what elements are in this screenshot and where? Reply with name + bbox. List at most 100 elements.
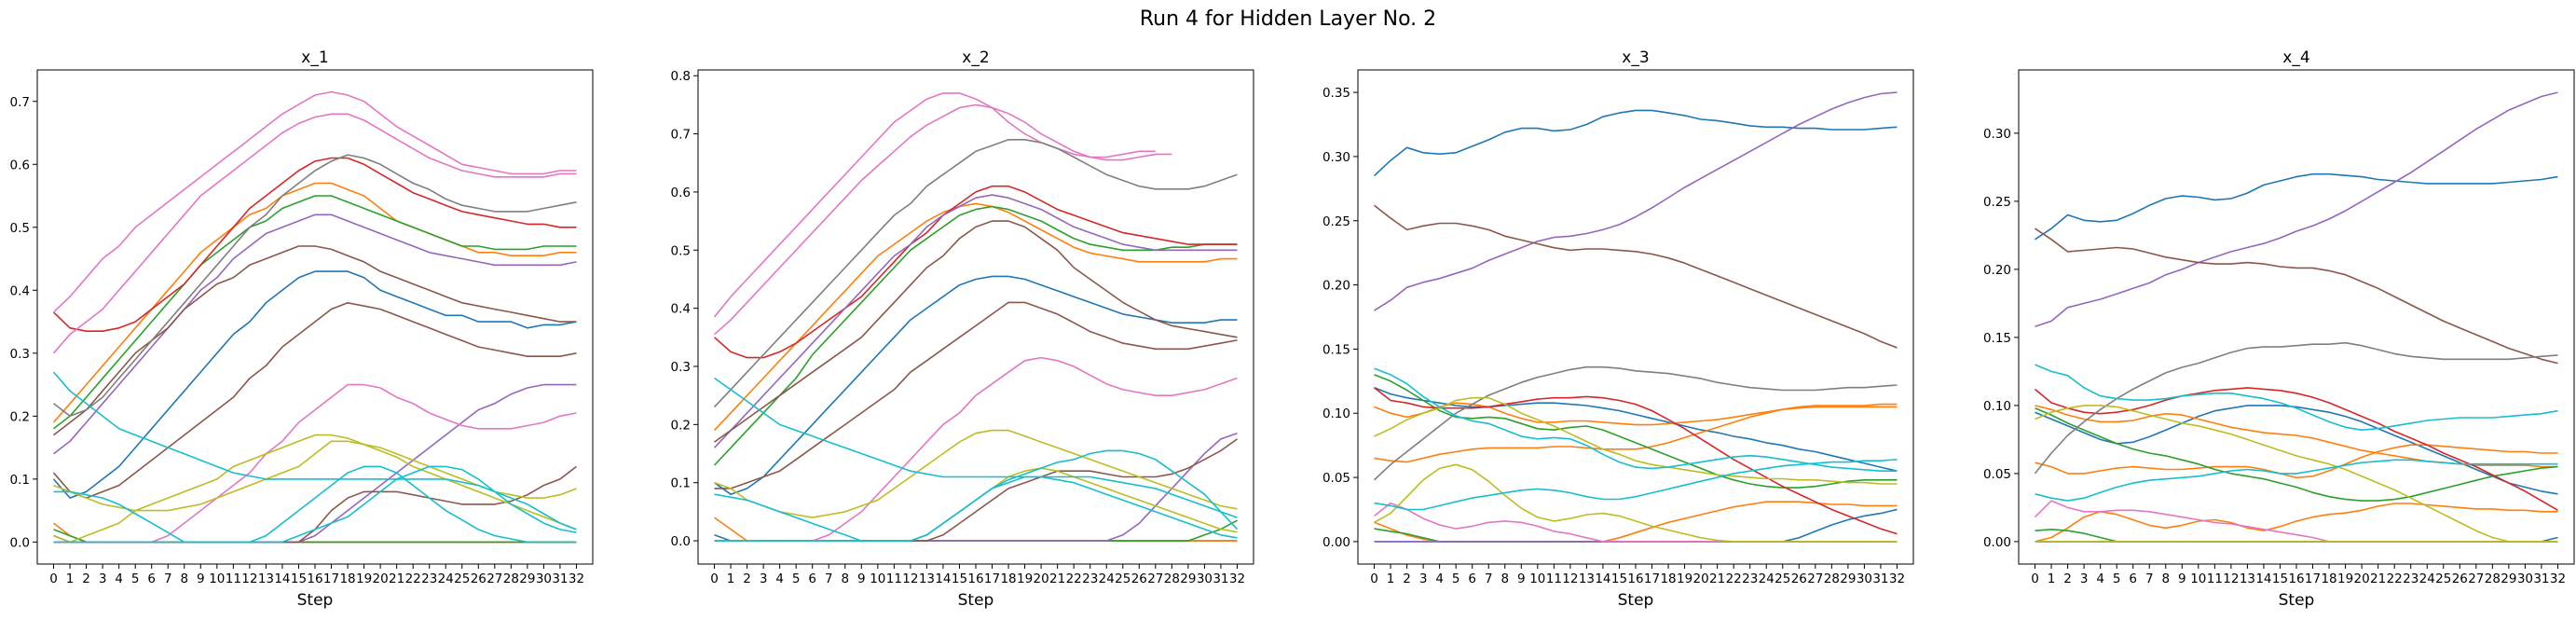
x-tick-label: 16 [2288,572,2304,586]
subplot-title: x_1 [301,48,328,67]
x-tick-label: 13 [919,572,935,586]
y-tick-label: 0.4 [10,283,30,298]
x-tick-label: 20 [1034,572,1049,586]
x-tick-label: 10 [1529,572,1545,586]
series-line [53,434,577,544]
x-tick-label: 30 [2517,572,2533,586]
x-tick-label: 10 [209,572,225,586]
y-tick-label: 0.7 [10,95,30,110]
x-tick-label: 18 [339,572,355,586]
series-line [713,205,1238,466]
x-tick-label: 25 [2435,572,2451,586]
y-tick-label: 0.6 [671,186,691,200]
x-tick-label: 0 [2031,572,2039,586]
x-tick-label: 18 [1660,572,1676,586]
x-tick-label: 29 [2501,572,2516,586]
x-tick-label: 27 [1807,572,1823,586]
x-tick-label: 2 [743,572,751,586]
y-tick-label: 0.10 [1322,406,1350,421]
x-tick-label: 23 [1082,572,1098,586]
subplot-1: x_10.00.10.20.30.40.50.60.70 1 2 3 4 5 6 7 8 9 10 1… [10,48,594,610]
x-tick-label: 14 [2255,572,2271,586]
x-tick-label: 23 [1742,572,1758,586]
series-line [2035,172,2558,241]
y-tick-label: 0.3 [671,360,691,375]
x-tick-label: 8 [2161,572,2170,586]
x-tick-label: 9 [857,572,866,586]
x-tick-label: 3 [1419,572,1428,586]
series-line [714,301,1238,489]
series-line [713,202,1238,432]
y-tick-label: 0.20 [1983,263,2011,278]
x-tick-label: 5 [2113,572,2121,586]
x-tick-label: 19 [2337,572,2353,586]
subplots: x_10.00.10.20.30.40.50.60.70 1 2 3 4 5 6 7 8 9 10 1… [10,48,2575,610]
series-line [53,154,577,418]
y-tick-label: 0.1 [671,476,691,491]
y-tick-label: 0.2 [671,418,691,433]
x-tick-label: 2 [1403,572,1411,586]
x-tick-label: 11 [1546,572,1562,586]
x-axis-label: Step [958,591,994,610]
series-line [713,185,1238,359]
series-line [52,371,577,530]
series-lines [52,90,577,544]
x-tick-label: 22 [2387,572,2403,586]
series-line [713,92,1156,318]
x-tick-label: 5 [131,572,140,586]
x-tick-label: 6 [808,572,816,586]
x-axis-label: Step [2279,591,2315,610]
x-tick-label: 14 [1595,572,1610,586]
x-tick-label: 15 [1611,572,1627,586]
x-tick-label: 17 [2305,572,2321,586]
series-line [2034,341,2558,475]
series-lines [713,92,1239,542]
x-tick-label: 1 [66,572,75,586]
y-tick-label: 0.7 [671,128,691,143]
x-tick-label: 20 [1693,572,1709,586]
x-tick-label: 7 [164,572,172,586]
series-line [714,475,1238,542]
x-tick-label: 4 [115,572,123,586]
x-tick-label: 27 [1147,572,1163,586]
x-tick-label: 22 [405,572,421,586]
x-tick-label: 31 [2533,572,2549,586]
x-tick-label: 9 [2178,572,2186,586]
y-tick-label: 0.6 [10,158,30,172]
figure-suptitle: Run 4 for Hidden Layer No. 2 [1140,7,1436,31]
x-tick-label: 9 [197,572,205,586]
x-tick-label: 30 [1197,572,1213,586]
x-tick-label: 32 [1229,572,1245,586]
x-tick-label: 6 [147,572,156,586]
x-tick-label: 12 [2223,572,2239,586]
x-tick-label: 13 [258,572,274,586]
x-tick-label: 28 [1824,572,1840,586]
series-line [52,157,577,333]
x-axis-label: Step [297,591,334,610]
y-tick-label: 0.15 [1322,342,1350,357]
x-tick-label: 5 [792,572,801,586]
x-tick-label: 31 [1872,572,1888,586]
x-tick-label: 15 [952,572,967,586]
series-line [2035,407,2558,502]
series-line [2035,459,2558,502]
x-tick-label: 9 [1517,572,1526,586]
x-tick-label: 14 [935,572,951,586]
series-line [1374,463,1898,543]
x-tick-label: 3 [2080,572,2089,586]
x-tick-label: 16 [1627,572,1643,586]
series-line [2035,227,2558,365]
x-tick-label: 25 [1115,572,1130,586]
x-tick-label: 16 [967,572,983,586]
series-line [53,245,577,436]
series-line [1374,459,1898,511]
x-tick-label: 32 [2550,572,2566,586]
series-line [1374,396,1898,485]
x-tick-label: 28 [2485,572,2501,586]
x-tick-label: 4 [1435,572,1444,586]
x-tick-label: 25 [1774,572,1790,586]
series-line [714,275,1238,496]
subplot-title: x_4 [2282,48,2309,67]
x-tick-label: 1 [727,572,735,586]
x-tick-label: 20 [373,572,389,586]
